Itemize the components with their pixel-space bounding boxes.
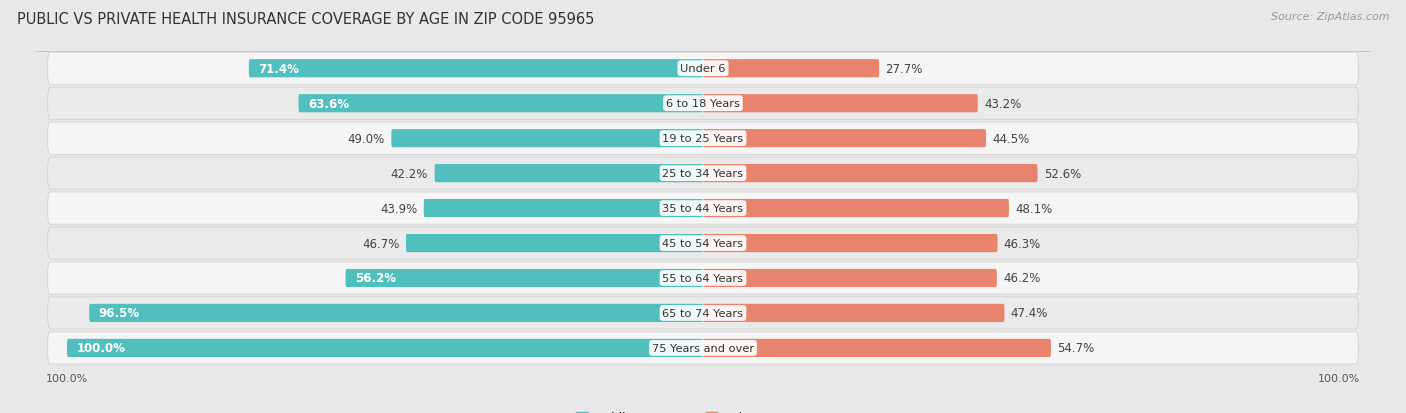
Text: 63.6%: 63.6%	[308, 97, 349, 110]
Text: 27.7%: 27.7%	[886, 63, 922, 76]
FancyBboxPatch shape	[67, 339, 703, 357]
Text: 65 to 74 Years: 65 to 74 Years	[662, 308, 744, 318]
Text: 49.0%: 49.0%	[347, 132, 385, 145]
FancyBboxPatch shape	[434, 165, 703, 183]
Text: 42.2%: 42.2%	[391, 167, 429, 180]
Text: 96.5%: 96.5%	[98, 307, 139, 320]
Text: 25 to 34 Years: 25 to 34 Years	[662, 169, 744, 179]
FancyBboxPatch shape	[298, 95, 703, 113]
FancyBboxPatch shape	[423, 199, 703, 218]
Text: 46.7%: 46.7%	[363, 237, 399, 250]
Text: 6 to 18 Years: 6 to 18 Years	[666, 99, 740, 109]
Text: 35 to 44 Years: 35 to 44 Years	[662, 204, 744, 214]
FancyBboxPatch shape	[89, 304, 703, 322]
Text: 54.7%: 54.7%	[1057, 342, 1094, 354]
FancyBboxPatch shape	[48, 262, 1358, 294]
Text: 48.1%: 48.1%	[1015, 202, 1053, 215]
Text: 45 to 54 Years: 45 to 54 Years	[662, 238, 744, 249]
FancyBboxPatch shape	[48, 332, 1358, 364]
Text: 47.4%: 47.4%	[1011, 307, 1049, 320]
FancyBboxPatch shape	[48, 192, 1358, 225]
FancyBboxPatch shape	[48, 123, 1358, 155]
Text: 46.3%: 46.3%	[1004, 237, 1040, 250]
Text: 43.2%: 43.2%	[984, 97, 1021, 110]
FancyBboxPatch shape	[703, 339, 1050, 357]
Text: 52.6%: 52.6%	[1043, 167, 1081, 180]
Text: 44.5%: 44.5%	[993, 132, 1029, 145]
Text: 43.9%: 43.9%	[380, 202, 418, 215]
FancyBboxPatch shape	[48, 88, 1358, 120]
FancyBboxPatch shape	[703, 234, 997, 252]
FancyBboxPatch shape	[703, 130, 986, 148]
FancyBboxPatch shape	[703, 199, 1010, 218]
FancyBboxPatch shape	[48, 297, 1358, 329]
FancyBboxPatch shape	[703, 165, 1038, 183]
Text: 75 Years and over: 75 Years and over	[652, 343, 754, 353]
FancyBboxPatch shape	[406, 234, 703, 252]
FancyBboxPatch shape	[249, 60, 703, 78]
Text: Under 6: Under 6	[681, 64, 725, 74]
Text: PUBLIC VS PRIVATE HEALTH INSURANCE COVERAGE BY AGE IN ZIP CODE 95965: PUBLIC VS PRIVATE HEALTH INSURANCE COVER…	[17, 12, 595, 27]
Text: 71.4%: 71.4%	[259, 63, 299, 76]
FancyBboxPatch shape	[48, 158, 1358, 190]
FancyBboxPatch shape	[48, 228, 1358, 259]
Text: 46.2%: 46.2%	[1004, 272, 1040, 285]
FancyBboxPatch shape	[703, 304, 1004, 322]
Text: 100.0%: 100.0%	[76, 342, 125, 354]
FancyBboxPatch shape	[703, 60, 879, 78]
FancyBboxPatch shape	[703, 269, 997, 287]
FancyBboxPatch shape	[346, 269, 703, 287]
Text: 19 to 25 Years: 19 to 25 Years	[662, 134, 744, 144]
FancyBboxPatch shape	[391, 130, 703, 148]
Text: 56.2%: 56.2%	[356, 272, 396, 285]
FancyBboxPatch shape	[703, 95, 977, 113]
FancyBboxPatch shape	[48, 53, 1358, 85]
Legend: Public Insurance, Private Insurance: Public Insurance, Private Insurance	[571, 406, 835, 413]
Text: 55 to 64 Years: 55 to 64 Years	[662, 273, 744, 283]
Text: Source: ZipAtlas.com: Source: ZipAtlas.com	[1271, 12, 1389, 22]
